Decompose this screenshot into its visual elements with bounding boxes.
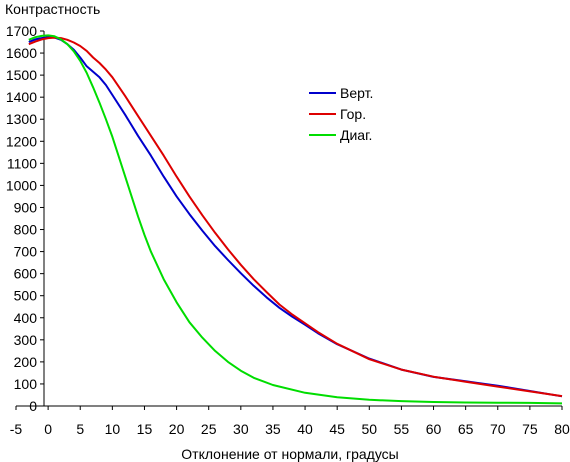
- y-tick-label: 200: [14, 354, 38, 370]
- y-tick-label: 1000: [6, 177, 37, 193]
- y-tick-label: 600: [14, 266, 38, 282]
- y-tick-label: 1100: [7, 155, 37, 171]
- legend-label-2: Гор.: [340, 106, 366, 122]
- x-tick-label: 75: [522, 421, 538, 437]
- x-tick-label: 55: [394, 421, 410, 437]
- x-tick-label: 50: [362, 421, 378, 437]
- series-line-1: [28, 36, 563, 398]
- x-tick-label: 80: [554, 421, 570, 437]
- x-tick-label: 0: [44, 421, 52, 437]
- x-tick-label: 45: [329, 421, 345, 437]
- x-tick-label: 60: [426, 421, 442, 437]
- legend-label-1: Верт.: [340, 85, 373, 101]
- series-lines: [28, 34, 563, 405]
- y-axis-ticks: 0 100 200 300 400 500 600 700 800 900 1000 1100 1200…: [6, 23, 44, 414]
- y-tick-label: 700: [14, 244, 38, 260]
- x-tick-label: 40: [297, 421, 313, 437]
- x-tick-label: 30: [233, 421, 249, 437]
- y-tick-label: 0: [29, 398, 37, 414]
- x-tick-label: 70: [490, 421, 506, 437]
- y-tick-label: 1300: [6, 111, 37, 127]
- x-axis-label: Отклонение от нормали, градусы: [181, 446, 398, 462]
- y-tick-label: 100: [14, 376, 38, 392]
- y-tick-label: 1500: [6, 67, 37, 83]
- y-tick-label: 500: [14, 288, 38, 304]
- y-tick-label: 1700: [6, 23, 37, 39]
- series-line-2: [28, 36, 563, 398]
- x-axis-ticks: -5 0 5 10 15 20 25 30 35 40 45 50 55 60 65 70 75 80: [10, 406, 570, 437]
- x-tick-label: 5: [76, 421, 84, 437]
- y-tick-label: 900: [14, 199, 38, 215]
- x-tick-label: 35: [265, 421, 281, 437]
- x-tick-label: 15: [137, 421, 153, 437]
- y-tick-label: 800: [14, 222, 38, 238]
- x-tick-label: 65: [458, 421, 474, 437]
- x-tick-label: 10: [105, 421, 121, 437]
- x-tick-label: 20: [169, 421, 185, 437]
- x-tick-label: 25: [201, 421, 217, 437]
- x-tick-label: -5: [10, 421, 23, 437]
- y-tick-label: 300: [14, 332, 38, 348]
- y-tick-label: 1400: [6, 89, 37, 105]
- y-tick-label: 400: [14, 310, 38, 326]
- y-axis-label: Контрастность: [5, 1, 100, 17]
- legend-label-3: Диаг.: [340, 127, 372, 143]
- y-tick-label: 1600: [6, 45, 37, 61]
- legend: Верт. Гор. Диаг.: [309, 85, 373, 143]
- series-line-3: [28, 34, 563, 405]
- y-tick-label: 1200: [6, 133, 37, 149]
